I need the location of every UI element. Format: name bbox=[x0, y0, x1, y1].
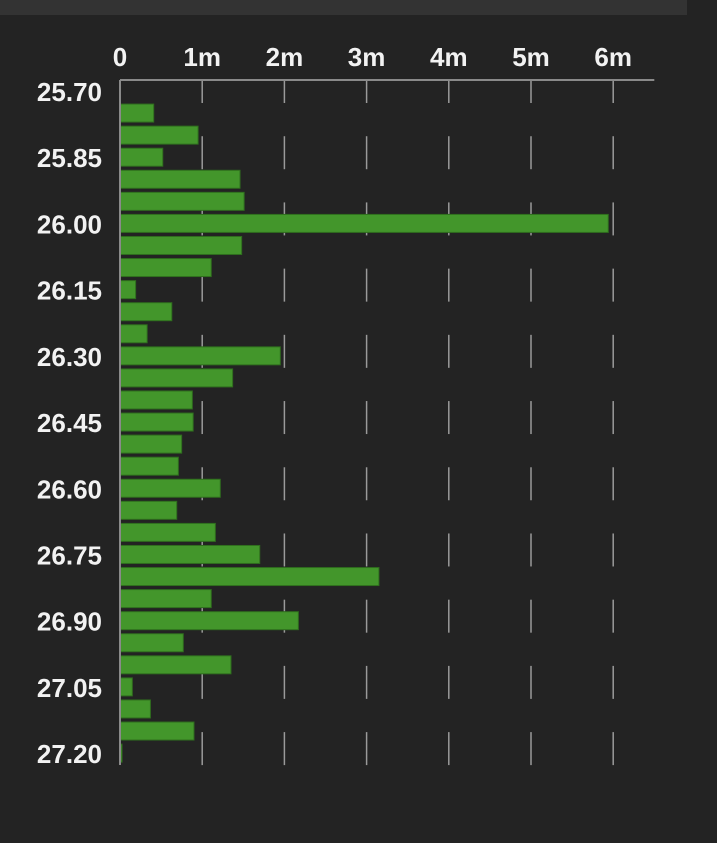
bar-25.75 bbox=[119, 103, 155, 123]
bar-26.15 bbox=[119, 280, 137, 300]
bar-26.60 bbox=[119, 478, 221, 498]
axes bbox=[119, 79, 655, 765]
bar-26.45 bbox=[119, 412, 194, 432]
bar-26.80 bbox=[119, 567, 380, 587]
bar-26.70 bbox=[119, 522, 216, 542]
x-tick-label: 4m bbox=[430, 42, 468, 72]
bar-27.00 bbox=[119, 655, 232, 675]
bar-26.50 bbox=[119, 434, 183, 454]
y-tick-label: 26.30 bbox=[37, 342, 102, 372]
bar-26.85 bbox=[119, 589, 212, 609]
bar-26.55 bbox=[119, 456, 179, 476]
grid-lines bbox=[201, 80, 614, 766]
y-tick-labels: 25.70 25.85 26.00 26.15 26.30 26.45 26.60 26.75… bbox=[37, 77, 102, 769]
bars bbox=[119, 103, 609, 763]
bar-25.90 bbox=[119, 169, 241, 189]
y-tick-label: 27.20 bbox=[37, 739, 102, 769]
bar-26.20 bbox=[119, 302, 173, 322]
x-tick-label: 1m bbox=[183, 42, 221, 72]
y-tick-label: 26.75 bbox=[37, 540, 102, 570]
bar-26.25 bbox=[119, 324, 148, 344]
bar-26.90 bbox=[119, 611, 299, 631]
bar-26.40 bbox=[119, 390, 193, 410]
bar-26.00 bbox=[119, 213, 609, 233]
bar-26.05 bbox=[119, 235, 243, 255]
bar-25.85 bbox=[119, 147, 164, 167]
bar-25.95 bbox=[119, 191, 245, 211]
y-tick-label: 25.85 bbox=[37, 143, 102, 173]
bar-27.15 bbox=[119, 721, 195, 741]
y-tick-label: 26.00 bbox=[37, 209, 102, 239]
top-bar bbox=[0, 0, 687, 15]
x-tick-labels: 0 1m 2m 3m 4m 5m 6m bbox=[113, 42, 632, 72]
bar-26.10 bbox=[119, 258, 212, 278]
x-tick-label: 3m bbox=[348, 42, 386, 72]
y-tick-label: 26.45 bbox=[37, 408, 102, 438]
bar-27.10 bbox=[119, 699, 151, 719]
bar-26.95 bbox=[119, 633, 184, 653]
y-tick-label: 25.70 bbox=[37, 77, 102, 107]
y-tick-label: 26.15 bbox=[37, 276, 102, 306]
bar-26.30 bbox=[119, 346, 281, 366]
y-tick-label: 26.90 bbox=[37, 607, 102, 637]
bar-27.05 bbox=[119, 677, 133, 697]
x-tick-label: 6m bbox=[594, 42, 632, 72]
x-tick-label: 0 bbox=[113, 42, 127, 72]
y-tick-label: 26.60 bbox=[37, 474, 102, 504]
x-tick-label: 5m bbox=[512, 42, 550, 72]
y-tick-label: 27.05 bbox=[37, 673, 102, 703]
bar-25.80 bbox=[119, 125, 199, 145]
bar-26.65 bbox=[119, 500, 178, 520]
bar-26.35 bbox=[119, 368, 234, 388]
bar-26.75 bbox=[119, 544, 261, 564]
x-tick-label: 2m bbox=[266, 42, 304, 72]
